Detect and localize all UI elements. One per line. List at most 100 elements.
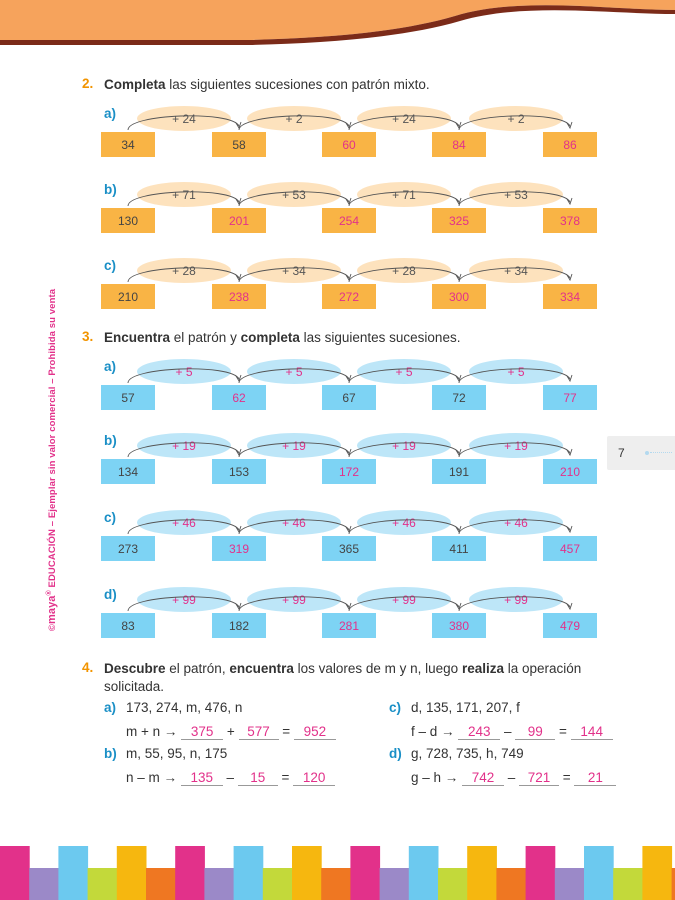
answer-value[interactable]: 60 xyxy=(322,132,376,157)
exercise-2-row-b: b) + 71 + 53 + 71 + 53 130 201 254 325 378 xyxy=(0,182,675,252)
answer-value[interactable]: 201 xyxy=(212,208,266,233)
arrow-head xyxy=(345,374,352,383)
sequence-value: 134 xyxy=(101,459,155,484)
arrow-head xyxy=(566,448,573,457)
arrow-head xyxy=(455,121,462,130)
arrow xyxy=(348,442,460,458)
sequence-value: 57 xyxy=(101,385,155,410)
answer-value[interactable]: 238 xyxy=(212,284,266,309)
arrow-head xyxy=(235,374,242,383)
answer-value[interactable]: 334 xyxy=(543,284,597,309)
result-blank[interactable]: 952 xyxy=(293,724,336,740)
sequence-value: 67 xyxy=(322,385,376,410)
stripe xyxy=(408,846,439,900)
stripe xyxy=(175,846,205,900)
arrow xyxy=(127,442,240,458)
row-label: a) xyxy=(104,359,117,374)
exercise-3-row-d: d) + 99 + 99 + 99 + 99 83 182 281 380 479 xyxy=(0,587,675,657)
exercise-3-row-b: b) + 19 + 19 + 19 + 19 134 153 172 191 210 xyxy=(0,433,675,503)
sequence-value: 34 xyxy=(101,132,155,157)
result-blank[interactable]: 144 xyxy=(570,724,613,740)
answer-blank[interactable]: 135 xyxy=(180,770,223,786)
answer-blank[interactable]: 15 xyxy=(237,770,278,786)
pattern-arrows xyxy=(127,519,573,535)
exercise-4-label: c) xyxy=(389,700,402,715)
arrow-head xyxy=(345,197,352,206)
exercise-3-number: 3. xyxy=(82,329,94,344)
answer-value[interactable]: 210 xyxy=(543,459,597,484)
sequence-value: 83 xyxy=(101,613,155,638)
answer-blank[interactable]: 742 xyxy=(462,770,505,786)
arrow-head xyxy=(455,602,462,611)
arrow xyxy=(348,267,460,283)
exercise-4-operation: n – m → 135 – 15 = 120 xyxy=(126,770,336,786)
arrow xyxy=(458,115,571,131)
operation-expression: n – m → xyxy=(126,770,181,785)
stripe xyxy=(116,846,147,900)
stripe xyxy=(642,846,673,900)
sequence-value: 153 xyxy=(212,459,266,484)
arrow-head xyxy=(235,273,242,282)
arrow xyxy=(458,191,571,207)
arrow xyxy=(348,115,460,131)
equals-sign: = xyxy=(278,724,294,739)
stripe xyxy=(292,846,322,900)
result-blank[interactable]: 120 xyxy=(293,770,336,786)
sequence-value: 210 xyxy=(101,284,155,309)
result-blank[interactable]: 21 xyxy=(574,770,617,786)
answer-blank[interactable]: 375 xyxy=(181,724,224,740)
stripe xyxy=(262,868,293,900)
row-label: c) xyxy=(104,510,117,525)
sequence-value: 191 xyxy=(432,459,486,484)
answer-value[interactable]: 281 xyxy=(322,613,376,638)
arrow-head xyxy=(455,374,462,383)
arrow-head xyxy=(455,273,462,282)
arrow-head xyxy=(345,602,352,611)
answer-value[interactable]: 77 xyxy=(543,385,597,410)
stripe xyxy=(146,868,176,900)
answer-blank[interactable]: 99 xyxy=(515,724,556,740)
pattern-oval: + 2 xyxy=(247,106,341,131)
exercise-4-operation: g – h → 742 – 721 = 21 xyxy=(411,770,617,786)
answer-blank[interactable]: 721 xyxy=(519,770,560,786)
arrow xyxy=(458,267,571,283)
arrow-head xyxy=(455,197,462,206)
answer-value[interactable]: 62 xyxy=(212,385,266,410)
answer-value[interactable]: 86 xyxy=(543,132,597,157)
answer-value[interactable]: 378 xyxy=(543,208,597,233)
stripe xyxy=(525,846,556,900)
row-label: b) xyxy=(104,182,117,197)
equals-sign: = xyxy=(555,724,571,739)
answer-value[interactable]: 172 xyxy=(322,459,376,484)
arrow-head xyxy=(345,121,352,130)
arrow xyxy=(238,368,350,384)
row-label: d) xyxy=(104,587,117,602)
answer-blank[interactable]: 243 xyxy=(458,724,501,740)
operation-sign: – xyxy=(504,770,520,785)
answer-value[interactable]: 272 xyxy=(322,284,376,309)
arrow xyxy=(458,596,571,612)
answer-blank[interactable]: 577 xyxy=(238,724,279,740)
sequence-value: 273 xyxy=(101,536,155,561)
stripe xyxy=(584,846,614,900)
pattern-oval: + 46 xyxy=(357,510,451,535)
answer-value[interactable]: 457 xyxy=(543,536,597,561)
answer-value[interactable]: 300 xyxy=(432,284,486,309)
arrow xyxy=(348,596,460,612)
answer-value[interactable]: 319 xyxy=(212,536,266,561)
answer-value[interactable]: 325 xyxy=(432,208,486,233)
sequence-value: 72 xyxy=(432,385,486,410)
pattern-arrows xyxy=(127,267,573,283)
answer-value[interactable]: 254 xyxy=(322,208,376,233)
answer-value[interactable]: 479 xyxy=(543,613,597,638)
arrow xyxy=(127,115,240,131)
arrow-head xyxy=(235,602,242,611)
arrow xyxy=(238,596,350,612)
arrow xyxy=(127,368,240,384)
stripe xyxy=(29,868,59,900)
stripe xyxy=(87,868,118,900)
answer-value[interactable]: 84 xyxy=(432,132,486,157)
arrow-head xyxy=(345,448,352,457)
exercise-4-sequence: g, 728, 735, h, 749 xyxy=(411,746,524,761)
answer-value[interactable]: 380 xyxy=(432,613,486,638)
